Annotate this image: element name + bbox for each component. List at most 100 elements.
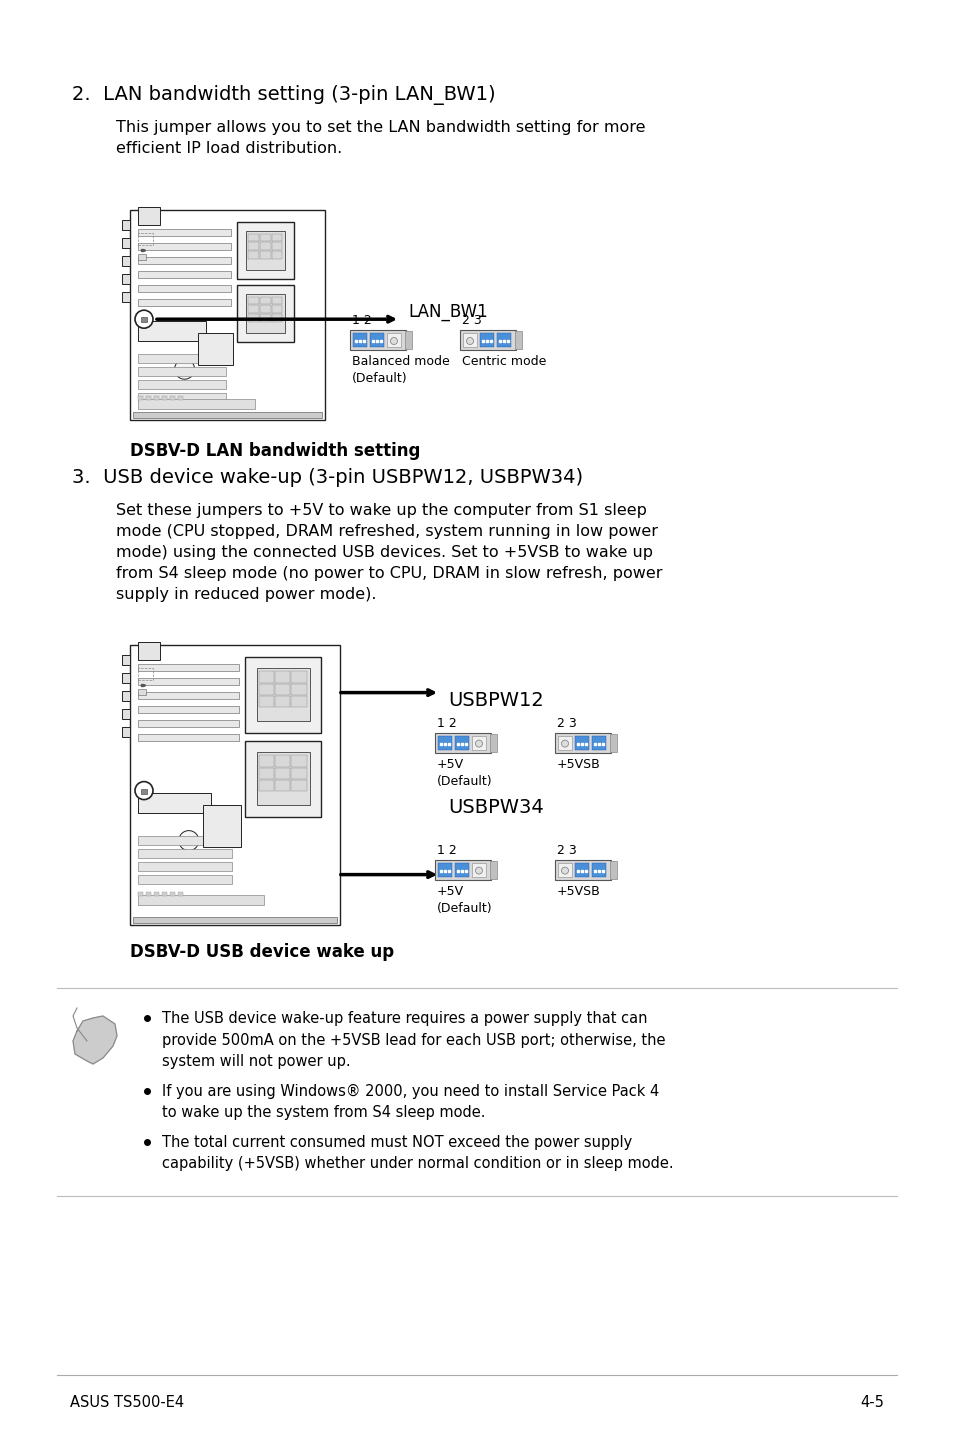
Text: +5VSB: +5VSB: [557, 884, 600, 897]
Bar: [138, 689, 146, 695]
Bar: [138, 896, 264, 906]
Bar: [138, 367, 226, 375]
Text: 2 3: 2 3: [461, 313, 481, 326]
Text: 3.  USB device wake-up (3-pin USBPW12, USBPW34): 3. USB device wake-up (3-pin USBPW12, US…: [71, 467, 582, 487]
Text: 4-5: 4-5: [860, 1395, 883, 1411]
Bar: [259, 233, 271, 242]
Text: efficient IP load distribution.: efficient IP load distribution.: [116, 141, 342, 155]
Text: LAN_BW1: LAN_BW1: [408, 303, 487, 321]
Text: 2 3: 2 3: [557, 716, 577, 729]
Bar: [455, 736, 469, 749]
Bar: [141, 788, 147, 794]
Text: 2 3: 2 3: [557, 844, 577, 857]
Text: ASUS TS500-E4: ASUS TS500-E4: [70, 1395, 184, 1411]
Bar: [258, 768, 274, 779]
Bar: [138, 321, 206, 341]
Bar: [258, 779, 274, 791]
Bar: [138, 243, 232, 250]
Bar: [138, 850, 233, 858]
Circle shape: [178, 831, 198, 851]
Bar: [246, 293, 285, 334]
Bar: [138, 641, 160, 660]
Bar: [259, 252, 271, 259]
Bar: [138, 354, 226, 362]
Text: 1 2: 1 2: [436, 716, 456, 729]
Bar: [258, 696, 274, 707]
Circle shape: [475, 741, 482, 748]
Bar: [609, 733, 617, 752]
Bar: [141, 318, 147, 322]
Bar: [292, 672, 307, 683]
Bar: [122, 709, 130, 719]
Bar: [592, 863, 605, 877]
Circle shape: [390, 338, 397, 345]
Bar: [138, 380, 226, 388]
Bar: [272, 252, 282, 259]
Bar: [138, 393, 226, 401]
Text: If you are using Windows® 2000, you need to install Service Pack 4
to wake up th: If you are using Windows® 2000, you need…: [162, 1084, 659, 1120]
Bar: [138, 233, 152, 244]
Bar: [122, 673, 130, 683]
Bar: [146, 395, 151, 400]
Bar: [353, 334, 367, 347]
Circle shape: [135, 311, 152, 328]
Bar: [259, 305, 271, 313]
Bar: [272, 305, 282, 313]
Text: mode (CPU stopped, DRAM refreshed, system running in low power: mode (CPU stopped, DRAM refreshed, syste…: [116, 523, 658, 539]
Bar: [138, 733, 239, 741]
Bar: [497, 334, 511, 347]
Circle shape: [561, 741, 568, 748]
Bar: [170, 395, 174, 400]
Bar: [122, 692, 130, 700]
Bar: [138, 664, 239, 672]
Bar: [558, 863, 572, 877]
Bar: [138, 792, 212, 812]
Bar: [178, 893, 183, 896]
Bar: [122, 275, 130, 283]
Bar: [138, 863, 233, 871]
Text: This jumper allows you to set the LAN bandwidth setting for more: This jumper allows you to set the LAN ba…: [116, 119, 645, 135]
Bar: [122, 220, 130, 230]
Bar: [138, 720, 239, 728]
Bar: [490, 733, 497, 752]
Bar: [405, 331, 412, 349]
Bar: [146, 893, 151, 896]
Bar: [592, 736, 605, 749]
Text: +5V
(Default): +5V (Default): [436, 884, 492, 915]
Bar: [138, 876, 233, 884]
Bar: [292, 683, 307, 695]
Bar: [130, 646, 339, 925]
Bar: [237, 221, 294, 279]
Circle shape: [561, 867, 568, 874]
Bar: [178, 395, 183, 400]
Bar: [258, 683, 274, 695]
Bar: [258, 755, 274, 766]
Bar: [246, 230, 285, 270]
Bar: [575, 863, 588, 877]
Bar: [138, 692, 239, 699]
Bar: [256, 752, 310, 805]
Bar: [575, 736, 588, 749]
Bar: [237, 285, 294, 342]
Bar: [248, 243, 258, 250]
Polygon shape: [73, 1017, 117, 1064]
Bar: [370, 334, 384, 347]
Bar: [153, 395, 159, 400]
Bar: [138, 837, 233, 846]
Bar: [130, 210, 325, 420]
Bar: [259, 243, 271, 250]
Bar: [274, 696, 290, 707]
Text: +5V
(Default): +5V (Default): [436, 758, 492, 788]
Text: Balanced mode
(Default): Balanced mode (Default): [352, 355, 449, 385]
Bar: [162, 893, 167, 896]
Bar: [138, 229, 232, 236]
Bar: [437, 863, 452, 877]
Bar: [138, 893, 143, 896]
Bar: [274, 779, 290, 791]
Bar: [132, 413, 322, 418]
Bar: [272, 243, 282, 250]
Bar: [272, 315, 282, 322]
Bar: [558, 736, 572, 749]
Bar: [555, 732, 610, 752]
Bar: [292, 779, 307, 791]
